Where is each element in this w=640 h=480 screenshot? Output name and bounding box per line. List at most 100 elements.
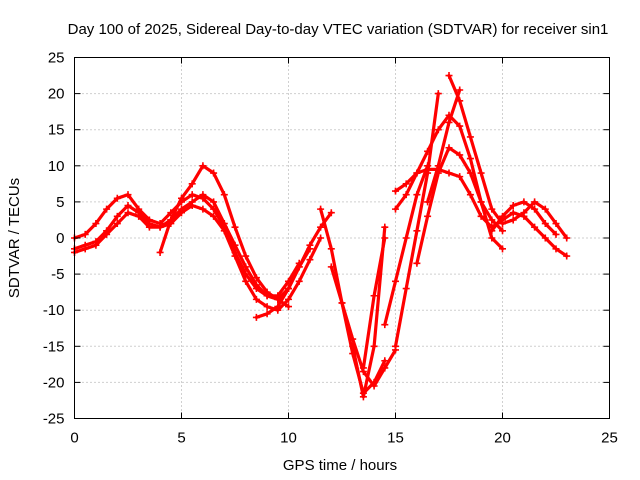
data-point [541,234,549,242]
x-tick-label: 5 [177,430,185,447]
data-point [178,205,185,213]
data-point [413,227,421,235]
data-point [317,234,325,242]
data-point [317,223,325,231]
data-point [392,277,399,285]
data-point [145,223,153,231]
data-point [456,151,464,159]
data-point [167,216,175,224]
data-point [509,202,517,210]
data-point [370,292,378,300]
data-point [424,198,432,206]
y-tick-label: 10 [48,158,65,175]
data-point [424,165,432,173]
data-point [402,285,410,293]
data-point [113,220,121,228]
data-series [71,72,571,401]
y-tick-label: -5 [51,266,64,283]
data-point [231,252,239,260]
y-tick-label: -10 [43,302,65,319]
x-tick-label: 25 [601,430,618,447]
data-point [563,252,571,260]
data-point [103,230,111,238]
y-tick-label: 5 [56,194,64,211]
data-point [113,194,121,202]
data-point [274,303,282,311]
data-point [199,205,207,213]
data-point [445,118,453,126]
data-point [210,169,218,177]
series-arc-4 [71,191,303,300]
data-point [317,205,325,213]
data-point [349,342,357,350]
data-point [466,155,474,163]
y-tick-label: -20 [43,374,65,391]
data-point [466,191,474,199]
data-point [531,205,539,213]
data-point [392,342,399,350]
data-point [488,234,496,242]
data-point [456,86,464,94]
series-arc-15 [424,86,464,206]
data-point [188,198,196,206]
x-tick-label: 10 [280,430,297,447]
data-point [520,209,528,217]
axis-ticks [74,57,610,419]
data-point [552,230,560,238]
data-point [466,133,474,141]
data-point [563,234,571,242]
data-point [477,212,485,220]
data-point [188,191,196,199]
series-arc-3 [156,162,292,311]
data-point [413,259,421,267]
data-point [199,191,207,199]
data-point [242,277,250,285]
data-point [252,313,260,321]
data-point [231,223,239,231]
data-point [488,205,496,213]
data-point [488,227,496,235]
data-point [445,72,453,80]
data-point [156,223,164,231]
data-point [541,220,549,228]
series-arc-7 [327,263,399,390]
data-point [349,335,357,343]
data-point [178,194,185,202]
series-line [72,193,301,298]
y-axis-label: SDTVAR / TECUs [6,178,23,298]
data-point [135,212,143,220]
data-point [210,198,218,206]
data-point [456,122,464,130]
y-tick-label: 0 [56,230,64,247]
data-point [327,209,335,217]
series-line [158,164,291,309]
data-point [263,303,271,311]
y-tick-label: 20 [48,86,65,103]
x-tick-labels: 0 5 10 15 20 25 [70,430,618,447]
data-point [285,295,292,303]
data-point [327,245,335,253]
series-line [393,92,440,348]
data-point [424,147,432,155]
data-point [402,234,410,242]
data-point [445,169,453,177]
data-point [252,274,260,282]
data-point [434,90,442,98]
data-point [402,191,410,199]
series-line [72,193,312,301]
grid [74,57,610,419]
data-point [199,162,207,170]
data-point [509,216,517,224]
data-point [445,144,453,152]
x-tick-label: 0 [70,430,78,447]
data-point [434,126,442,134]
data-point [499,212,506,220]
series-line [254,211,333,319]
data-point [242,252,250,260]
data-point [295,263,303,271]
x-axis-label: GPS time / hours [283,457,397,474]
data-point [477,169,485,177]
data-point [327,263,335,271]
series-arc-5 [252,209,335,321]
